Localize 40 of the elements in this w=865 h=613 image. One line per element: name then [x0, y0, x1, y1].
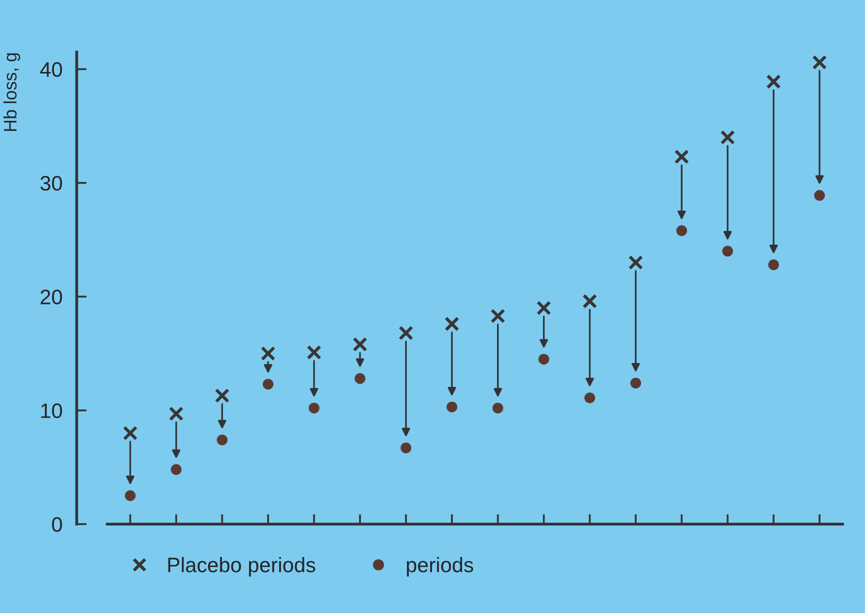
point — [214, 388, 230, 403]
point — [444, 316, 460, 332]
y-tick-label: 20 — [40, 290, 62, 304]
point — [308, 402, 320, 414]
y-tick-label: 10 — [41, 403, 62, 418]
point — [722, 246, 734, 257]
point — [306, 345, 322, 360]
y-tick-label: 40 — [40, 62, 62, 77]
point — [628, 255, 644, 270]
point — [812, 55, 827, 70]
y-axis-title: Hb loss, g — [3, 53, 20, 131]
point — [630, 378, 642, 388]
point — [262, 378, 274, 390]
point — [536, 300, 552, 316]
point — [354, 373, 366, 384]
point — [124, 490, 136, 502]
point — [446, 402, 458, 412]
point — [490, 308, 506, 324]
point — [168, 406, 184, 422]
point — [122, 426, 138, 440]
legend-label: Placebo periods — [168, 557, 316, 576]
point — [766, 74, 781, 90]
point — [398, 326, 414, 340]
point — [492, 402, 504, 414]
point — [814, 190, 825, 201]
point — [260, 346, 276, 361]
point — [582, 294, 598, 309]
point — [400, 442, 412, 454]
point — [584, 392, 596, 404]
legend-label: periods — [406, 557, 474, 576]
point — [170, 464, 182, 475]
y-tick-label: 30 — [40, 176, 62, 191]
point — [676, 225, 688, 236]
point — [720, 130, 735, 145]
point — [352, 337, 368, 352]
point — [216, 434, 228, 446]
y-tick-label: 0 — [52, 517, 62, 532]
point — [538, 354, 550, 365]
point — [768, 259, 779, 270]
point — [674, 149, 690, 164]
